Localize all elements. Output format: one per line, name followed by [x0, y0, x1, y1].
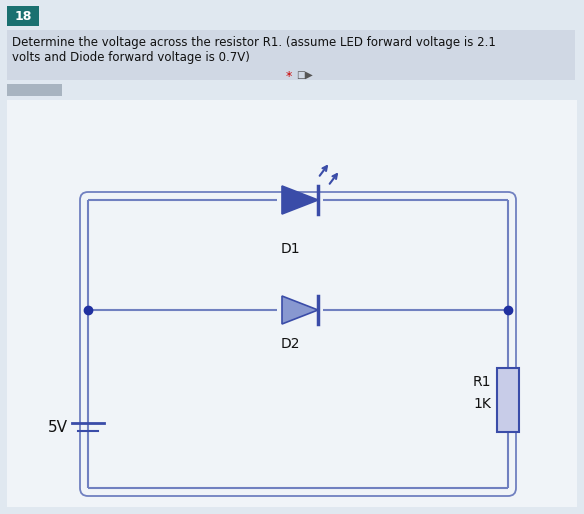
- Text: □▶: □▶: [296, 70, 313, 80]
- FancyBboxPatch shape: [7, 100, 577, 507]
- Text: *: *: [286, 70, 292, 83]
- Text: 5V: 5V: [48, 419, 68, 434]
- Text: D1: D1: [280, 242, 300, 256]
- Text: Determine the voltage across the resistor R1. (assume LED forward voltage is 2.1: Determine the voltage across the resisto…: [12, 36, 496, 64]
- Text: R1: R1: [472, 375, 491, 389]
- Text: 1K: 1K: [473, 397, 491, 411]
- FancyBboxPatch shape: [7, 6, 39, 26]
- Text: 18: 18: [15, 10, 32, 24]
- Polygon shape: [282, 186, 318, 214]
- Text: D2: D2: [280, 337, 300, 351]
- FancyBboxPatch shape: [7, 30, 575, 80]
- Bar: [497, 368, 519, 432]
- FancyBboxPatch shape: [7, 84, 62, 96]
- Polygon shape: [282, 296, 318, 324]
